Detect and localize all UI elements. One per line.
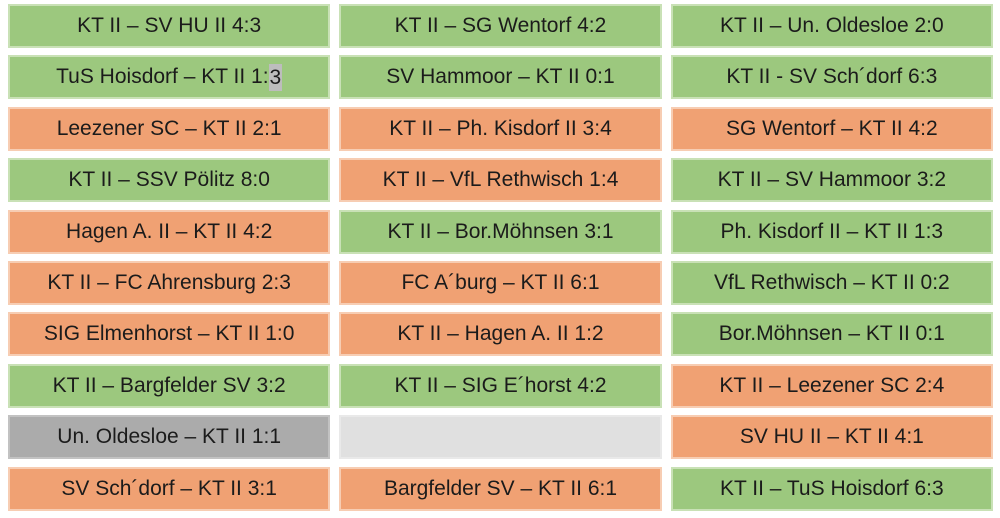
match-result-cell: Hagen A. II – KT II 4:2 [8, 209, 331, 254]
match-result-cell: KT II - SV Sch´dorf 6:3 [670, 55, 993, 100]
match-result-cell: KT II – SV Hammoor 3:2 [670, 158, 993, 203]
match-result-text: KT II – Bor.Möhnsen 3:1 [387, 219, 614, 243]
match-result-cell: KT II – Un. Oldesloe 2:0 [670, 4, 993, 48]
match-result-text: KT II – FC Ahrensburg 2:3 [47, 270, 291, 294]
match-result-text: KT II – VfL Rethwisch 1:4 [382, 168, 619, 192]
match-result-cell: Un. Oldesloe – KT II 1:1 [8, 415, 331, 460]
match-result-cell: KT II – Leezener SC 2:4 [670, 363, 993, 408]
match-result-text: SIG Elmenhorst – KT II 1:0 [43, 322, 295, 346]
match-result-text: KT II – SG Wentorf 4:2 [394, 14, 607, 37]
match-result-cell: KT II – Bargfelder SV 3:2 [8, 363, 331, 408]
match-result-text: Ph. Kisdorf II – KT II 1:3 [720, 219, 944, 243]
match-result-cell: FC A´burg – KT II 6:1 [339, 260, 662, 305]
match-result-text: KT II – SV HU II 4:3 [77, 14, 262, 37]
match-result-text: FC A´burg – KT II 6:1 [401, 270, 600, 294]
match-result-cell: KT II – FC Ahrensburg 2:3 [8, 260, 331, 305]
match-result-text: VfL Rethwisch – KT II 0:2 [713, 270, 950, 294]
match-result-cell: Bor.Möhnsen – KT II 0:1 [670, 312, 993, 357]
match-result-cell: KT II – Hagen A. II 1:2 [339, 312, 662, 357]
match-result-cell: KT II – SG Wentorf 4:2 [339, 4, 662, 48]
match-result-cell: Leezener SC – KT II 2:1 [8, 106, 331, 151]
match-result-cell: VfL Rethwisch – KT II 0:2 [670, 260, 993, 305]
match-result-cell: KT II – VfL Rethwisch 1:4 [339, 158, 662, 203]
match-result-text: Bargfelder SV – KT II 6:1 [383, 476, 618, 500]
match-result-cell: KT II – SV HU II 4:3 [8, 4, 331, 48]
highlighted-character: 3 [268, 63, 283, 91]
match-result-cell: KT II – Bor.Möhnsen 3:1 [339, 209, 662, 254]
match-result-text: Bor.Möhnsen – KT II 0:1 [718, 322, 945, 346]
match-result-cell: SV Sch´dorf – KT II 3:1 [8, 466, 331, 511]
match-result-text: KT II - SV Sch´dorf 6:3 [726, 65, 938, 89]
match-result-cell: KT II – SSV Pölitz 8:0 [8, 158, 331, 203]
match-result-text: KT II – Un. Oldesloe 2:0 [719, 14, 944, 37]
empty-cell [339, 415, 662, 460]
match-result-cell: Ph. Kisdorf II – KT II 1:3 [670, 209, 993, 254]
match-result-text: Leezener SC – KT II 2:1 [56, 116, 282, 140]
match-result-text: KT II – Hagen A. II 1:2 [397, 322, 604, 346]
match-result-text: Un. Oldesloe – KT II 1:1 [57, 425, 282, 449]
match-result-cell: KT II – Ph. Kisdorf II 3:4 [339, 106, 662, 151]
match-result-text: KT II – SIG E´horst 4:2 [394, 373, 607, 397]
match-result-cell: Bargfelder SV – KT II 6:1 [339, 466, 662, 511]
match-result-cell: KT II – TuS Hoisdorf 6:3 [670, 466, 993, 511]
match-result-text: Hagen A. II – KT II 4:2 [66, 219, 273, 243]
match-result-text: SG Wentorf – KT II 4:2 [726, 116, 938, 140]
match-result-text: KT II – Bargfelder SV 3:2 [52, 373, 286, 397]
match-result-cell: KT II – SIG E´horst 4:2 [339, 363, 662, 408]
match-result-text: SV HU II – KT II 4:1 [739, 425, 924, 449]
match-result-text: KT II – SV Hammoor 3:2 [717, 168, 947, 192]
match-result-cell: TuS Hoisdorf – KT II 1: 3 [8, 55, 331, 100]
match-result-text: KT II – Ph. Kisdorf II 3:4 [389, 116, 612, 140]
match-result-text: TuS Hoisdorf – KT II 1: [56, 65, 269, 89]
match-result-text: SV Hammoor – KT II 0:1 [386, 65, 615, 89]
match-result-text: KT II – SSV Pölitz 8:0 [68, 168, 270, 192]
match-result-text: SV Sch´dorf – KT II 3:1 [61, 476, 277, 500]
match-result-text: KT II – Leezener SC 2:4 [719, 373, 945, 397]
match-result-cell: SIG Elmenhorst – KT II 1:0 [8, 312, 331, 357]
match-result-cell: SG Wentorf – KT II 4:2 [670, 106, 993, 151]
match-result-cell: SV HU II – KT II 4:1 [670, 415, 993, 460]
match-result-cell: SV Hammoor – KT II 0:1 [339, 55, 662, 100]
match-result-text: KT II – TuS Hoisdorf 6:3 [719, 476, 944, 500]
